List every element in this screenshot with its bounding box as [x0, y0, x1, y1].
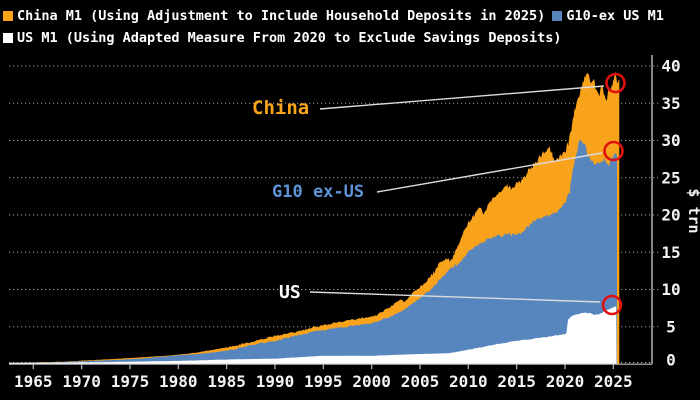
x-tick-label-1975: 1975 — [111, 372, 150, 391]
area-g10 — [9, 139, 617, 365]
y-tick-label-25: 25 — [661, 168, 680, 187]
annotation-us: US — [279, 282, 301, 303]
legend-swatch-g10-icon — [552, 11, 563, 21]
y-tick-label-30: 30 — [661, 131, 680, 150]
y-tick-label-10: 10 — [661, 280, 680, 299]
callout-line-g10-ex-us — [376, 152, 603, 193]
callout-line-us — [309, 291, 601, 303]
annotation-g10: G10 ex-US — [272, 182, 365, 202]
x-tick-label-2015: 2015 — [497, 372, 536, 391]
x-tick-label-2020: 2020 — [546, 372, 585, 391]
y-tick-label-5: 5 — [666, 317, 676, 336]
legend-swatch-china-icon — [3, 11, 13, 21]
y-axis-title: $ trn — [685, 188, 700, 233]
x-tick-label-2025: 2025 — [594, 372, 633, 391]
annotation-china: China — [252, 97, 310, 119]
x-tick-label-1995: 1995 — [304, 372, 343, 391]
x-tick-label-2005: 2005 — [401, 372, 440, 391]
x-tick-label-1970: 1970 — [62, 372, 101, 391]
legend-swatch-us-icon — [3, 33, 13, 43]
legend-row-1: China M1 (Using Adjustment to Include Ho… — [3, 5, 671, 27]
x-tick-label-1985: 1985 — [207, 372, 246, 391]
y-tick-label-15: 15 — [661, 243, 680, 262]
x-tick-label-2010: 2010 — [449, 372, 488, 391]
legend-label-us: US M1 (Using Adapted Measure From 2020 t… — [17, 30, 562, 46]
x-tick-label-1965: 1965 — [14, 372, 53, 391]
x-tick-label-2000: 2000 — [352, 372, 391, 391]
y-tick-label-40: 40 — [661, 57, 680, 76]
callout-line-china — [319, 85, 605, 110]
y-tick-label-35: 35 — [661, 94, 680, 113]
legend-row-2: US M1 (Using Adapted Measure From 2020 t… — [3, 27, 671, 49]
legend-label-g10: G10-ex US M1 — [566, 8, 664, 24]
legend-label-china: China M1 (Using Adjustment to Include Ho… — [17, 8, 546, 24]
legend: China M1 (Using Adjustment to Include Ho… — [3, 5, 671, 49]
y-tick-label-0: 0 — [666, 351, 676, 370]
highlight-circle-us — [601, 294, 623, 316]
x-tick-label-1980: 1980 — [159, 372, 198, 391]
x-tick-label-1990: 1990 — [256, 372, 295, 391]
y-tick-label-20: 20 — [661, 206, 680, 225]
area-us — [9, 306, 617, 365]
highlight-circle-g10-ex-us — [603, 140, 624, 162]
highlight-circle-china — [605, 72, 626, 94]
